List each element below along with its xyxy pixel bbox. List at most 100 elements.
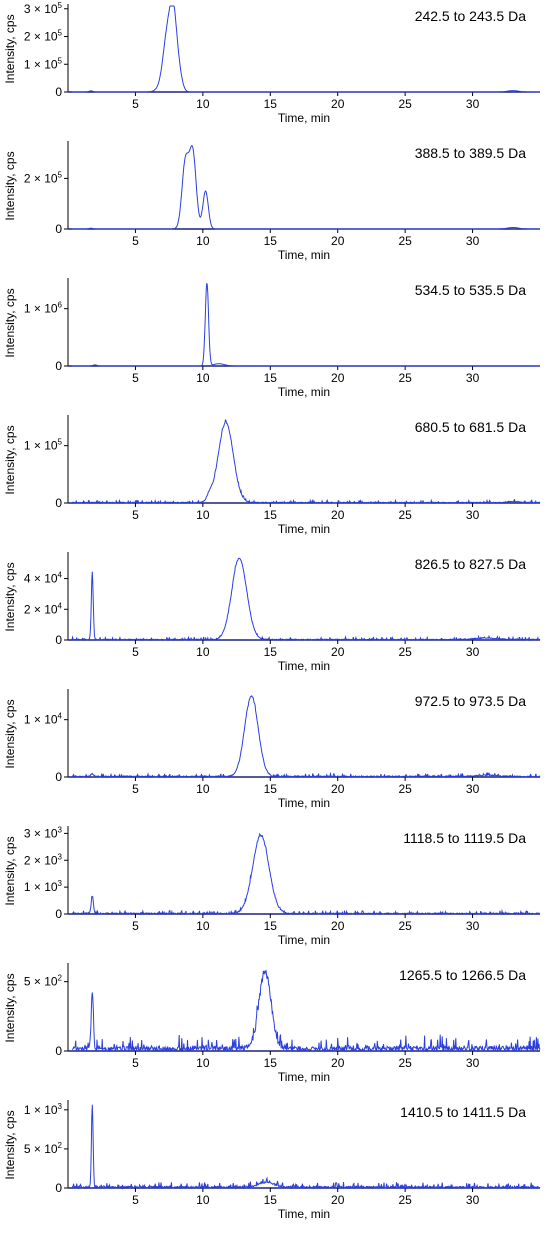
x-tick-label: 20 bbox=[331, 1193, 345, 1207]
chromatogram-panel: 242.5 to 243.5 Da 5 10 15 20 25 30 Time, min 0 1 … bbox=[0, 0, 550, 137]
x-axis-label: Time, min bbox=[278, 659, 330, 673]
y-axis-label: Intensity, cps bbox=[3, 836, 17, 905]
y-tick-label: 0 bbox=[55, 770, 62, 784]
x-tick-label: 10 bbox=[196, 645, 210, 659]
x-tick-label: 20 bbox=[331, 234, 345, 248]
y-tick-exponent: 3 bbox=[58, 825, 63, 834]
x-tick-label: 5 bbox=[132, 234, 139, 248]
y-tick-mantissa: 1 × 10 bbox=[24, 439, 58, 453]
x-tick-label: 30 bbox=[466, 645, 480, 659]
y-tick-mantissa: 0 bbox=[55, 770, 62, 784]
series-line bbox=[72, 832, 541, 916]
x-tick-label: 20 bbox=[331, 1056, 345, 1070]
panel-title: 242.5 to 243.5 Da bbox=[414, 8, 526, 24]
y-tick-mantissa: 2 × 10 bbox=[24, 853, 58, 867]
x-tick-label: 30 bbox=[466, 1056, 480, 1070]
x-tick-label: 20 bbox=[331, 782, 345, 796]
chromatogram-panel: 972.5 to 973.5 Da 5 10 15 20 25 30 Time, min 0 1 … bbox=[0, 685, 550, 822]
y-tick-label: 0 bbox=[55, 359, 62, 373]
x-tick-label: 25 bbox=[398, 919, 412, 933]
y-axis-label: Intensity, cps bbox=[3, 14, 17, 83]
x-tick-label: 20 bbox=[331, 919, 345, 933]
chromatogram-panel: 534.5 to 535.5 Da 5 10 15 20 25 30 Time, min 0 1 … bbox=[0, 274, 550, 411]
y-axis-label: Intensity, cps bbox=[3, 151, 17, 220]
y-axis-label: Intensity, cps bbox=[3, 1110, 17, 1179]
y-tick-mantissa: 1 × 10 bbox=[24, 57, 58, 71]
x-tick-label: 15 bbox=[264, 1193, 278, 1207]
y-tick-mantissa: 1 × 10 bbox=[24, 713, 58, 727]
y-tick-label: 0 bbox=[55, 1044, 62, 1058]
x-tick-label: 15 bbox=[264, 1056, 278, 1070]
series-line bbox=[71, 557, 541, 642]
x-tick-label: 25 bbox=[398, 97, 412, 111]
y-tick-exponent: 5 bbox=[58, 170, 63, 179]
y-tick-mantissa: 3 × 10 bbox=[24, 2, 58, 16]
x-tick-label: 5 bbox=[132, 782, 139, 796]
y-tick-label: 4 × 104 bbox=[24, 571, 63, 586]
x-tick-label: 15 bbox=[264, 508, 278, 522]
panel-title: 1265.5 to 1266.5 Da bbox=[399, 967, 526, 983]
y-tick-exponent: 3 bbox=[58, 879, 63, 888]
series-line bbox=[72, 969, 541, 1053]
y-tick-label: 5 × 102 bbox=[24, 974, 63, 989]
chart-svg: 5 10 15 20 25 30 Time, min 0 1 × 106 Intensity, c… bbox=[3, 278, 540, 399]
panel-title: 388.5 to 389.5 Da bbox=[414, 145, 526, 161]
panel-title: 534.5 to 535.5 Da bbox=[414, 282, 526, 298]
y-tick-label: 0 bbox=[55, 85, 62, 99]
series-line bbox=[71, 1104, 541, 1190]
y-axis-label: Intensity, cps bbox=[3, 973, 17, 1042]
y-tick-mantissa: 4 × 10 bbox=[24, 572, 58, 586]
chromatogram-panel: 826.5 to 827.5 Da 5 10 15 20 25 30 Time, min 0 2 … bbox=[0, 548, 550, 685]
y-tick-label: 1 × 105 bbox=[24, 56, 63, 71]
series-line bbox=[72, 283, 540, 367]
x-tick-label: 15 bbox=[264, 97, 278, 111]
x-tick-label: 10 bbox=[196, 234, 210, 248]
y-axis-label: Intensity, cps bbox=[3, 562, 17, 631]
panel-title: 1118.5 to 1119.5 Da bbox=[403, 830, 526, 846]
series-line bbox=[72, 5, 540, 93]
y-axis-label: Intensity, cps bbox=[3, 699, 17, 768]
panel-title: 680.5 to 681.5 Da bbox=[414, 419, 526, 435]
x-tick-label: 15 bbox=[264, 371, 278, 385]
x-axis-label: Time, min bbox=[278, 385, 330, 399]
x-tick-label: 30 bbox=[466, 234, 480, 248]
y-tick-exponent: 4 bbox=[58, 601, 63, 610]
x-tick-label: 20 bbox=[331, 508, 345, 522]
x-tick-label: 10 bbox=[196, 919, 210, 933]
x-tick-label: 15 bbox=[264, 782, 278, 796]
y-tick-label: 2 × 105 bbox=[24, 170, 63, 185]
x-tick-label: 10 bbox=[196, 1056, 210, 1070]
panel-title: 972.5 to 973.5 Da bbox=[414, 693, 526, 709]
x-tick-label: 25 bbox=[398, 1193, 412, 1207]
x-tick-label: 10 bbox=[196, 782, 210, 796]
x-tick-label: 20 bbox=[331, 371, 345, 385]
x-axis-label: Time, min bbox=[278, 111, 330, 125]
x-tick-label: 25 bbox=[398, 234, 412, 248]
x-tick-label: 10 bbox=[196, 508, 210, 522]
x-tick-label: 5 bbox=[132, 919, 139, 933]
x-tick-label: 25 bbox=[398, 371, 412, 385]
chromatogram-panel: 388.5 to 389.5 Da 5 10 15 20 25 30 Time, min 0 2 … bbox=[0, 137, 550, 274]
chromatogram-panel: 680.5 to 681.5 Da 5 10 15 20 25 30 Time, min 0 1 … bbox=[0, 411, 550, 548]
y-tick-label: 1 × 106 bbox=[24, 301, 63, 316]
x-tick-label: 10 bbox=[196, 371, 210, 385]
y-tick-mantissa: 0 bbox=[55, 1181, 62, 1195]
x-tick-label: 5 bbox=[132, 371, 139, 385]
x-axis-label: Time, min bbox=[278, 522, 330, 536]
chart-svg: 5 10 15 20 25 30 Time, min 0 5 × 102 1 × 103 Inten… bbox=[3, 1100, 541, 1221]
series-line bbox=[72, 145, 540, 230]
y-tick-label: 5 × 102 bbox=[24, 1141, 63, 1156]
x-tick-label: 25 bbox=[398, 645, 412, 659]
y-tick-exponent: 5 bbox=[58, 438, 63, 447]
y-tick-mantissa: 1 × 10 bbox=[24, 880, 58, 894]
x-tick-label: 20 bbox=[331, 645, 345, 659]
y-tick-label: 3 × 103 bbox=[24, 825, 63, 840]
y-tick-exponent: 4 bbox=[58, 712, 63, 721]
panel-title: 1410.5 to 1411.5 Da bbox=[400, 1104, 526, 1120]
x-tick-label: 20 bbox=[331, 97, 345, 111]
x-tick-label: 5 bbox=[132, 1193, 139, 1207]
